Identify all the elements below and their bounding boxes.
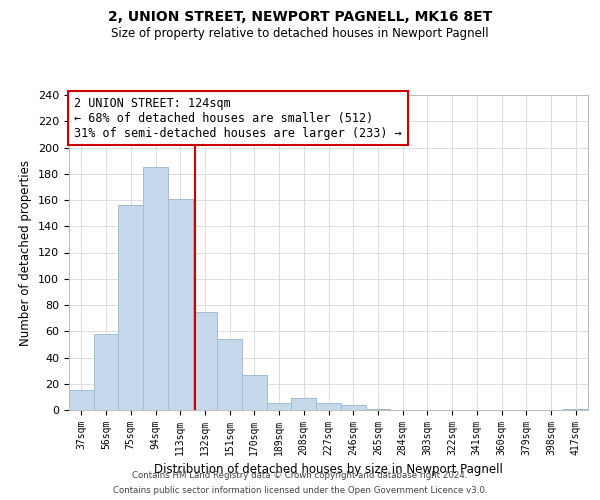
Bar: [341, 405, 365, 410]
Y-axis label: Number of detached properties: Number of detached properties: [19, 160, 32, 346]
Bar: [217, 339, 242, 410]
Bar: [193, 312, 217, 410]
Bar: [94, 334, 118, 410]
X-axis label: Distribution of detached houses by size in Newport Pagnell: Distribution of detached houses by size …: [154, 464, 503, 476]
Bar: [168, 198, 193, 410]
Bar: [267, 404, 292, 410]
Text: 2 UNION STREET: 124sqm
← 68% of detached houses are smaller (512)
31% of semi-de: 2 UNION STREET: 124sqm ← 68% of detached…: [74, 96, 402, 140]
Bar: [69, 390, 94, 410]
Bar: [242, 374, 267, 410]
Bar: [365, 408, 390, 410]
Text: Size of property relative to detached houses in Newport Pagnell: Size of property relative to detached ho…: [111, 28, 489, 40]
Text: 2, UNION STREET, NEWPORT PAGNELL, MK16 8ET: 2, UNION STREET, NEWPORT PAGNELL, MK16 8…: [108, 10, 492, 24]
Bar: [563, 408, 588, 410]
Bar: [143, 167, 168, 410]
Bar: [292, 398, 316, 410]
Bar: [316, 404, 341, 410]
Text: Contains public sector information licensed under the Open Government Licence v3: Contains public sector information licen…: [113, 486, 487, 495]
Bar: [118, 205, 143, 410]
Text: Contains HM Land Registry data © Crown copyright and database right 2024.: Contains HM Land Registry data © Crown c…: [132, 471, 468, 480]
